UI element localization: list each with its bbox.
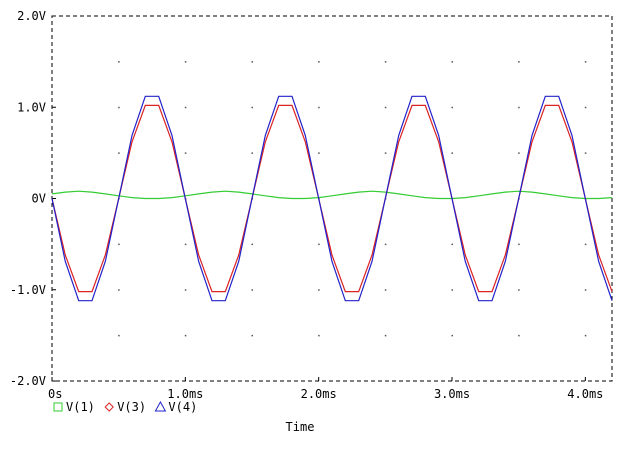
grid-dot (384, 243, 387, 246)
grid-dot (118, 106, 120, 109)
x-tick-label: 4.0ms (567, 387, 603, 401)
y-tick-label: -1.0V (10, 283, 46, 297)
grid-dot (318, 334, 320, 337)
legend-marker-diamond (104, 402, 114, 412)
grid-dot (584, 289, 587, 291)
grid-dot (184, 289, 187, 291)
grid-dot (118, 61, 120, 63)
grid-dot (518, 289, 520, 291)
grid-dot (118, 334, 120, 337)
grid-dot (251, 152, 253, 154)
grid-dot (584, 106, 587, 109)
grid-dot (184, 334, 187, 337)
x-tick-label: 3.0ms (434, 387, 470, 401)
grid-dot (251, 334, 253, 337)
grid-dot (451, 106, 453, 109)
y-tick-label: 1.0V (17, 100, 46, 114)
grid-dot (584, 334, 587, 337)
grid-dot (251, 61, 253, 63)
x-tick-label: 1.0ms (167, 387, 203, 401)
grid-dot (518, 106, 520, 109)
x-tick-label: 0s (48, 387, 62, 401)
legend-marker-square (53, 402, 63, 412)
grid-dot (118, 243, 120, 246)
grid-dot (518, 334, 520, 337)
grid-dot (451, 334, 453, 337)
y-tick-label: 2.0V (17, 9, 46, 23)
grid-dot (584, 152, 587, 154)
grid-dot (318, 289, 320, 291)
y-tick-label: 0V (32, 192, 46, 206)
plot-frame (51, 15, 613, 382)
grid-dot (184, 106, 187, 109)
grid-dot (518, 61, 520, 63)
grid-dot (318, 243, 320, 246)
grid-dot (384, 289, 387, 291)
grid-dot (118, 152, 120, 154)
grid-dot (251, 243, 253, 246)
grid-dot (451, 152, 453, 154)
grid-dot (384, 152, 387, 154)
x-axis-label: Time (286, 420, 315, 434)
grid-dot (184, 61, 187, 63)
series-layer (51, 95, 613, 302)
legend-label: V(1) (66, 400, 95, 414)
legend-label: V(3) (117, 400, 146, 414)
grid-dot (518, 152, 520, 154)
grid-dot (384, 334, 387, 337)
grid-dot (451, 289, 453, 291)
grid-dot (584, 61, 587, 63)
grid-dot (251, 106, 253, 109)
legend-label: V(4) (168, 400, 197, 414)
x-tick-label: 2.0ms (301, 387, 337, 401)
grid-dot (451, 243, 453, 246)
grid-dot (318, 106, 320, 109)
grid-dot (118, 289, 120, 291)
series-line-v4 (51, 95, 613, 302)
grid-dot (384, 61, 387, 63)
grid-dot (518, 243, 520, 246)
grid-dot (451, 61, 453, 63)
y-tick-label: -2.0V (10, 374, 46, 388)
grid-dot (184, 243, 187, 246)
legend-marker-triangle (154, 400, 167, 412)
grid-dot (584, 243, 587, 246)
y-axis-ticks: 2.0V 1.0V 0V -1.0V -2.0V (10, 9, 56, 388)
x-axis-ticks: 0s 1.0ms 2.0ms 3.0ms 4.0ms (48, 377, 603, 401)
series-line-v1 (51, 190, 613, 200)
grid-dot (318, 61, 320, 63)
grid-dot (184, 152, 187, 154)
grid-layer (118, 61, 587, 337)
legend: V(1) V(3) V(4) (53, 400, 197, 414)
grid-dot (251, 289, 253, 291)
series-line-v3 (51, 104, 613, 293)
grid-dot (384, 106, 387, 109)
grid-dot (318, 152, 320, 154)
